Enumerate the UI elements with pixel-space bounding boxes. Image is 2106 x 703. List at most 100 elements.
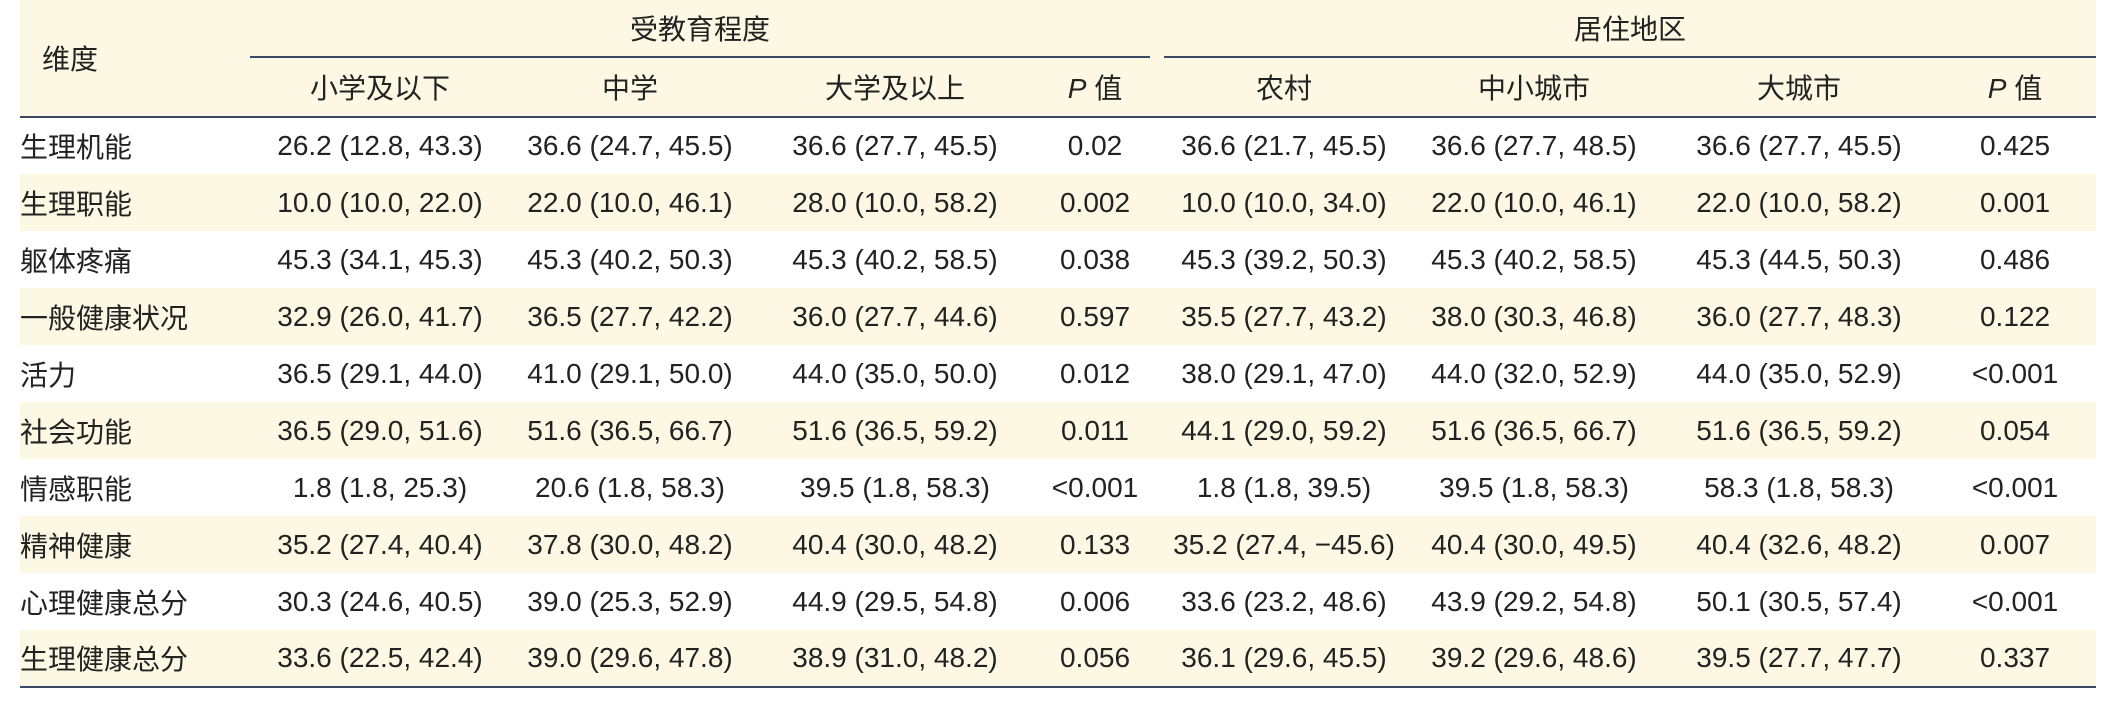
cell-e2: 39.0 (25.3, 52.9) xyxy=(527,585,733,617)
row-gap xyxy=(1150,402,1164,459)
col-header-middle-school: 中学 xyxy=(510,57,750,118)
cell-ep: 0.011 xyxy=(1061,414,1129,446)
cell-e3: 44.0 (35.0, 50.0) xyxy=(792,357,998,389)
cell-e3: 36.6 (27.7, 45.5) xyxy=(792,130,998,161)
cell-r1: 1.8 (1.8, 39.5) xyxy=(1196,471,1372,503)
cell-e1: 26.2 (12.8, 43.3) xyxy=(277,130,483,161)
row-gap xyxy=(1150,630,1165,688)
residence-group-header: 居住地区 xyxy=(1164,0,2097,58)
cell-e2: 41.0 (29.1, 50.0) xyxy=(527,357,733,389)
cell-e3: 38.9 (31.0, 48.2) xyxy=(750,630,1040,688)
data-table: 维度 受教育程度 居住地区 小学及以下 中学 大学及以上 P 值 农村 中小城市… xyxy=(20,0,2097,688)
dimension-header: 维度 xyxy=(20,0,250,118)
cell-r3: 45.3 (44.5, 50.3) xyxy=(1696,243,1902,275)
cell-r2: 51.6 (36.5, 66.7) xyxy=(1431,414,1637,446)
cell-rp: <0.001 xyxy=(1971,585,2059,617)
cell-ep: 0.133 xyxy=(1059,528,1131,560)
col-header-edu-p-value: P 值 xyxy=(1040,57,1151,118)
cell-e1: 10.0 (10.0, 22.0) xyxy=(277,186,483,218)
cell-ep: 0.012 xyxy=(1059,357,1131,389)
cell-rp: 0.007 xyxy=(1979,528,2051,560)
row-dimension: 生理机能 xyxy=(20,132,133,163)
header-gap xyxy=(1150,57,1165,118)
cell-e2: 45.3 (40.2, 50.3) xyxy=(527,243,733,275)
table-row: 社会功能 36.5 (29.0, 51.6) 51.6 (36.5, 66.7) 51… xyxy=(20,402,2097,459)
row-gap xyxy=(1150,345,1164,402)
col-header-college: 大学及以上 xyxy=(750,57,1040,118)
cell-e1: 36.5 (29.1, 44.0) xyxy=(277,357,483,389)
table-row: 一般健康状况 32.9 (26.0, 41.7) 36.5 (27.7, 42.2)… xyxy=(20,288,2097,345)
cell-ep: 0.006 xyxy=(1059,585,1131,617)
cell-e2: 20.6 (1.8, 58.3) xyxy=(535,471,725,503)
table-row: 心理健康总分 30.3 (24.6, 40.5) 39.0 (25.3, 52.9)… xyxy=(20,573,2096,630)
cell-ep: 0.038 xyxy=(1059,243,1131,275)
cell-e2: 39.0 (29.6, 47.8) xyxy=(510,630,750,688)
row-dimension: 社会功能 xyxy=(20,416,133,448)
row-dimension: 躯体疼痛 xyxy=(20,245,133,277)
cell-e2: 36.5 (27.7, 42.2) xyxy=(527,300,733,332)
row-gap xyxy=(1150,231,1164,288)
cell-e3: 28.0 (10.0, 58.2) xyxy=(792,186,998,218)
cell-r1: 33.6 (23.2, 48.6) xyxy=(1181,585,1387,617)
table-row: 活力 36.5 (29.1, 44.0) 41.0 (29.1, 50.0) 44.0… xyxy=(20,345,2096,402)
cell-r2: 45.3 (40.2, 58.5) xyxy=(1431,243,1637,275)
row-dimension: 心理健康总分 xyxy=(20,587,189,619)
cell-e3: 39.5 (1.8, 58.3) xyxy=(800,471,990,503)
cell-r3: 36.0 (27.7, 48.3) xyxy=(1696,300,1902,332)
cell-r1: 10.0 (10.0, 34.0) xyxy=(1181,186,1387,218)
table-row: 情感职能 1.8 (1.8, 25.3) 20.6 (1.8, 58.3) 39.5 … xyxy=(20,459,2096,516)
cell-r1: 45.3 (39.2, 50.3) xyxy=(1181,243,1387,275)
cell-r3: 36.6 (27.7, 45.5) xyxy=(1696,130,1902,161)
cell-r2: 38.0 (30.3, 46.8) xyxy=(1431,300,1637,332)
row-gap xyxy=(1150,117,1164,174)
p-suffix: 值 xyxy=(2006,73,2043,104)
cell-r3: 40.4 (32.6, 48.2) xyxy=(1696,528,1902,560)
cell-e1: 45.3 (34.1, 45.3) xyxy=(277,243,483,275)
cell-e3: 40.4 (30.0, 48.2) xyxy=(792,528,998,560)
cell-e1: 30.3 (24.6, 40.5) xyxy=(277,585,483,617)
col-header-primary: 小学及以下 xyxy=(250,57,510,118)
cell-rp: 0.001 xyxy=(1979,186,2051,218)
cell-e1: 32.9 (26.0, 41.7) xyxy=(277,300,483,332)
cell-r3: 58.3 (1.8, 58.3) xyxy=(1704,471,1894,503)
cell-r2: 44.0 (32.0, 52.9) xyxy=(1431,357,1637,389)
cell-e1: 1.8 (1.8, 25.3) xyxy=(292,471,468,503)
cell-rp: <0.001 xyxy=(1971,357,2059,389)
cell-e2: 22.0 (10.0, 46.1) xyxy=(527,186,733,218)
cell-e1: 35.2 (27.4, 40.4) xyxy=(277,528,483,560)
cell-ep: 0.02 xyxy=(1067,130,1123,161)
cell-rp: 0.337 xyxy=(1934,630,2097,688)
table-row: 躯体疼痛 45.3 (34.1, 45.3) 45.3 (40.2, 50.3) 45… xyxy=(20,231,2096,288)
table-row: 精神健康 35.2 (27.4, 40.4) 37.8 (30.0, 48.2) 40… xyxy=(20,516,2097,573)
p-symbol: P xyxy=(1067,73,1087,104)
cell-r3: 39.5 (27.7, 47.7) xyxy=(1664,630,1935,688)
row-gap xyxy=(1150,174,1164,231)
row-gap xyxy=(1150,288,1164,345)
group-gap xyxy=(1150,0,1164,57)
table-row: 生理机能 26.2 (12.8, 43.3) 36.6 (24.7, 45.5) 36… xyxy=(20,117,2096,174)
cell-e3: 44.9 (29.5, 54.8) xyxy=(792,585,998,617)
row-gap xyxy=(1150,516,1164,573)
row-dimension: 生理职能 xyxy=(20,188,133,220)
p-suffix: 值 xyxy=(1086,73,1123,104)
table-body: 生理机能 26.2 (12.8, 43.3) 36.6 (24.7, 45.5) 36… xyxy=(20,117,2097,688)
cell-r1: 36.6 (21.7, 45.5) xyxy=(1181,130,1387,161)
cell-r2: 39.5 (1.8, 58.3) xyxy=(1439,471,1629,503)
cell-r2: 22.0 (10.0, 46.1) xyxy=(1431,186,1637,218)
cell-r2: 39.2 (29.6, 48.6) xyxy=(1404,630,1665,688)
cell-e3: 51.6 (36.5, 59.2) xyxy=(792,414,998,446)
cell-ep: 0.056 xyxy=(1040,630,1151,688)
cell-r3: 50.1 (30.5, 57.4) xyxy=(1696,585,1902,617)
col-header-small-city: 中小城市 xyxy=(1404,57,1665,118)
row-dimension: 活力 xyxy=(20,359,77,391)
cell-e1: 33.6 (22.5, 42.4) xyxy=(250,630,510,688)
cell-e3: 36.0 (27.7, 44.6) xyxy=(792,300,998,332)
cell-e2: 37.8 (30.0, 48.2) xyxy=(527,528,733,560)
header-row-subcolumns: 小学及以下 中学 大学及以上 P 值 农村 中小城市 大城市 P 值 xyxy=(20,57,2097,118)
cell-rp: 0.122 xyxy=(1979,300,2051,332)
col-header-res-p-value: P 值 xyxy=(1934,57,2097,118)
col-header-rural: 农村 xyxy=(1164,57,1405,118)
cell-e2: 51.6 (36.5, 66.7) xyxy=(527,414,733,446)
cell-r2: 40.4 (30.0, 49.5) xyxy=(1431,528,1637,560)
cell-rp: <0.001 xyxy=(1971,471,2059,503)
